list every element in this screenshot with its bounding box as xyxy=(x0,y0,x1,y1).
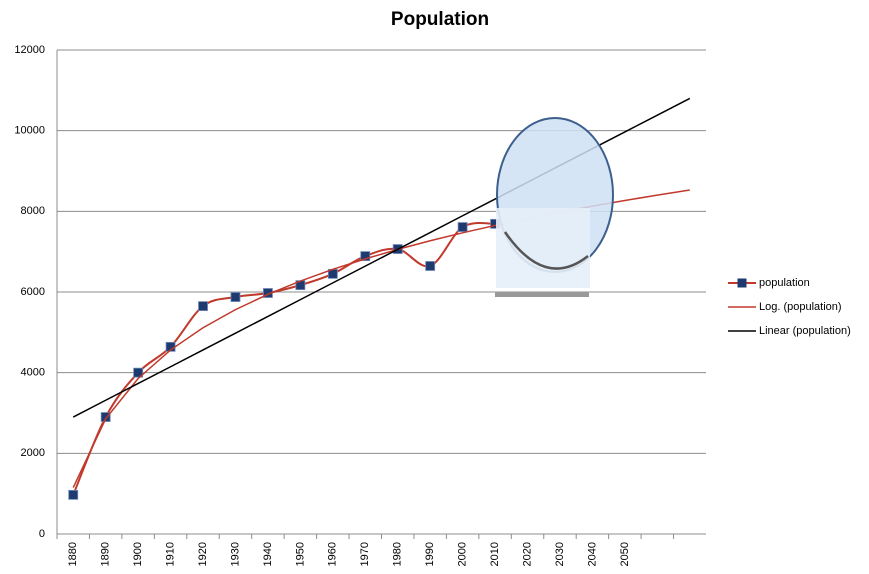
overlay-annotation xyxy=(495,117,614,297)
x-tick-label: 2040 xyxy=(586,542,598,566)
x-tick-label: 1970 xyxy=(359,542,371,566)
x-tick-label: 1900 xyxy=(132,542,144,566)
marker xyxy=(198,301,208,312)
marker xyxy=(425,261,436,271)
x-tick-label: 1880 xyxy=(67,542,79,566)
x-tick-label: 1980 xyxy=(392,542,404,566)
y-tick-label: 8000 xyxy=(21,205,45,217)
marker xyxy=(230,292,241,302)
legend-label: population xyxy=(759,277,810,289)
x-tick-label: 1950 xyxy=(294,542,306,566)
marker xyxy=(457,222,468,232)
y-tick-label: 6000 xyxy=(21,286,45,298)
x-tick-label: 2050 xyxy=(619,542,631,566)
y-tick-label: 2000 xyxy=(21,447,45,459)
x-tick-label: 1960 xyxy=(327,542,339,566)
marker xyxy=(360,251,371,262)
legend-label: Log. (population) xyxy=(759,301,842,313)
y-tick-label: 10000 xyxy=(14,125,45,137)
marker xyxy=(68,489,79,500)
x-tick-label: 2020 xyxy=(521,542,533,566)
y-tick-label: 12000 xyxy=(14,44,45,56)
marker xyxy=(100,412,111,422)
legend-marker xyxy=(737,278,747,288)
x-tick-label: 1930 xyxy=(229,542,241,566)
x-tick-label: 2030 xyxy=(554,542,566,566)
y-tick-label: 0 xyxy=(39,528,45,540)
x-tick-label: 1940 xyxy=(262,542,274,566)
x-tick-label: 2010 xyxy=(489,542,501,566)
legend-label: Linear (population) xyxy=(759,325,851,337)
x-tick-label: 1910 xyxy=(164,542,176,566)
chart-title: Population xyxy=(391,9,489,30)
marker xyxy=(133,367,144,378)
x-tick-label: 1990 xyxy=(424,542,436,566)
y-tick-label: 4000 xyxy=(21,367,45,379)
x-tick-label: 1920 xyxy=(197,542,209,566)
plot-area: 0 2000 4000 6000 8000 10000 12000 1880 1890 1900 1… xyxy=(14,44,850,567)
x-tick-label: 2000 xyxy=(457,542,469,566)
x-tick-label: 1890 xyxy=(100,542,112,566)
legend: population Log. (population) Linear (popul… xyxy=(728,277,851,337)
